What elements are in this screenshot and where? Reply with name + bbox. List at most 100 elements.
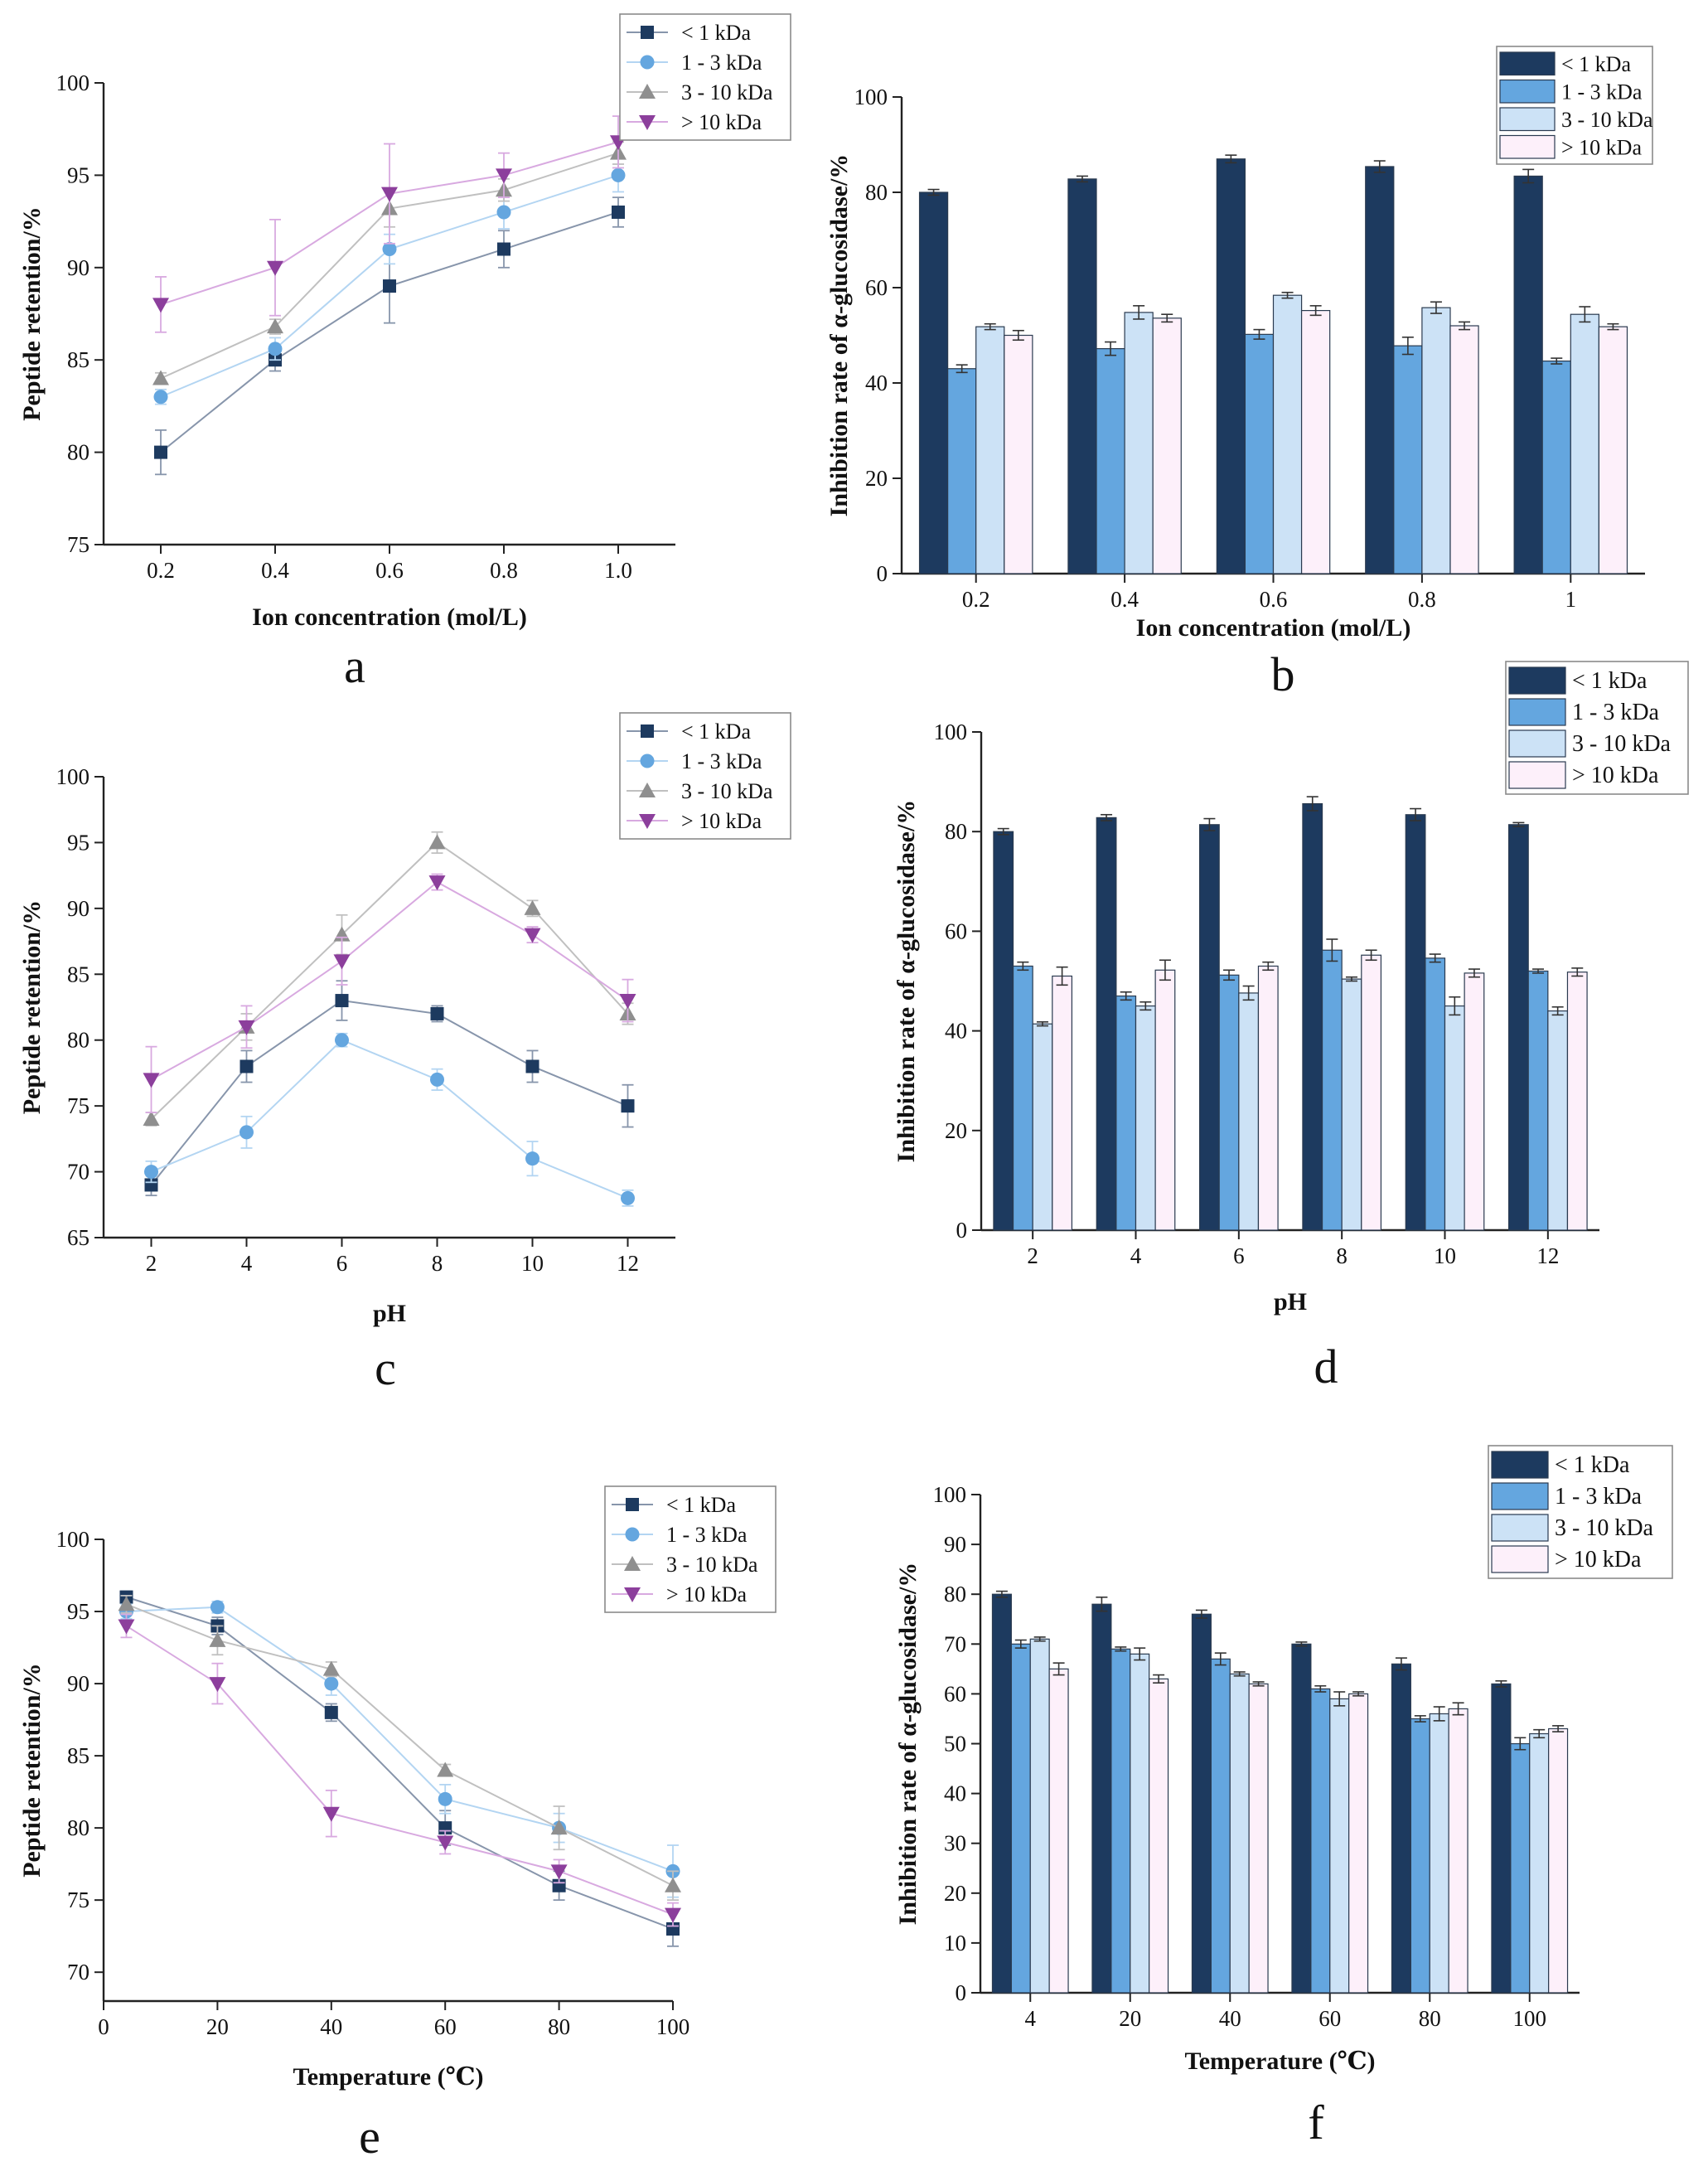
data-point [209, 1677, 226, 1693]
data-point [621, 1190, 635, 1205]
x-tick-label: 12 [1536, 1243, 1559, 1268]
y-tick-label: 20 [865, 466, 888, 491]
y-tick-label: 80 [944, 1582, 966, 1606]
panel-letter-b: b [1271, 647, 1295, 701]
legend-label: > 10 kDa [1561, 135, 1642, 159]
bar [1091, 1603, 1112, 1994]
series-line [151, 880, 629, 1081]
x-axis-label: Temperature (℃) [293, 2063, 483, 2091]
bar [1547, 1010, 1569, 1231]
bar [1067, 178, 1097, 574]
bar [1238, 992, 1260, 1231]
data-point [152, 370, 169, 385]
legend: < 1 kDa 1 - 3 kDa 3 - 10 kDa > 10 kDa [604, 1485, 777, 1613]
y-tick-label: 40 [865, 371, 888, 395]
data-point [382, 242, 397, 257]
y-tick-label: 60 [944, 1681, 966, 1706]
legend-marker [640, 754, 655, 768]
series-line [150, 1000, 628, 1186]
x-tick-label: 40 [320, 2014, 342, 2039]
data-point [550, 1820, 568, 1835]
chart-d: 0 20 40 60 80 100 pH Inhibition rate of α-gluco… [893, 661, 1689, 1316]
y-tick-label: 95 [67, 1599, 90, 1624]
data-point [240, 1125, 254, 1140]
data-point [428, 834, 446, 850]
bar [1010, 1643, 1031, 1994]
data-point [524, 899, 541, 915]
legend-label: 1 - 3 kDa [681, 749, 762, 773]
data-point [267, 260, 283, 276]
legend-label: 1 - 3 kDa [1555, 1484, 1643, 1510]
bar [1218, 974, 1240, 1231]
bar [1135, 1005, 1156, 1231]
y-tick-label: 100 [854, 85, 888, 109]
y-tick-label: 80 [865, 180, 888, 205]
data-point [496, 205, 511, 220]
bar [1429, 1713, 1449, 1994]
legend-marker [639, 783, 656, 797]
x-tick-label: 80 [548, 2014, 570, 2039]
legend-swatch [1499, 107, 1556, 132]
x-tick-label: 0.4 [1110, 587, 1139, 612]
series-2 [1012, 938, 1549, 1231]
legend-marker [626, 1498, 639, 1511]
legend-label: < 1 kDa [1561, 52, 1631, 76]
bar [1216, 158, 1246, 574]
legend-label: > 10 kDa [666, 1582, 747, 1606]
x-axis-label: Temperature (℃) [1184, 2047, 1375, 2075]
bar [1491, 1683, 1512, 1994]
y-tick-label: 60 [945, 918, 967, 943]
series-line [150, 841, 629, 1120]
y-tick-label: 80 [67, 440, 90, 465]
bar [1302, 802, 1323, 1231]
legend-swatch [1491, 1451, 1549, 1479]
data-point [324, 1705, 338, 1719]
data-point [335, 1033, 349, 1048]
legend: < 1 kDa 1 - 3 kDa 3 - 10 kDa > 10 kDa [619, 13, 791, 141]
legend-label: < 1 kDa [1572, 668, 1648, 694]
y-tick-label: 90 [67, 896, 90, 921]
y-tick-label: 80 [945, 819, 967, 844]
series-2 [1010, 1639, 1531, 1994]
y-tick-label: 40 [944, 1781, 966, 1806]
series-1 [993, 796, 1529, 1231]
bar [1329, 1698, 1350, 1994]
data-point [428, 875, 446, 891]
x-tick-label: 8 [432, 1251, 443, 1276]
bar [1391, 1663, 1411, 1994]
bar [1444, 1005, 1465, 1231]
panel-letter-d: d [1314, 1340, 1338, 1393]
legend-label: 1 - 3 kDa [666, 1523, 748, 1547]
legend-label: < 1 kDa [681, 21, 751, 45]
y-axis-label: Inhibition rate of α-glucosidase/% [894, 1563, 922, 1926]
bar [1529, 1732, 1550, 1994]
data-point [268, 342, 283, 356]
x-tick-label: 60 [1318, 2006, 1341, 2031]
bar [1029, 1638, 1050, 1994]
panel-letter-f: f [1308, 2096, 1324, 2149]
legend-marker [639, 814, 656, 829]
bar [1464, 972, 1485, 1231]
series-1 [144, 980, 635, 1197]
y-tick-label: 90 [67, 255, 90, 280]
legend-marker [639, 84, 656, 99]
series-4 [1052, 949, 1588, 1231]
y-tick-label: 95 [67, 830, 90, 855]
legend-marker [624, 1587, 641, 1602]
bar [1110, 1648, 1131, 1994]
legend-label: > 10 kDa [681, 110, 762, 134]
data-point [437, 1762, 454, 1777]
data-point [497, 242, 510, 256]
bar [1154, 969, 1176, 1231]
bar [1152, 317, 1182, 574]
legend-label: 3 - 10 kDa [1561, 108, 1653, 132]
bar [947, 368, 977, 574]
bar [1272, 294, 1303, 574]
bar [1257, 965, 1279, 1231]
legend-label: 1 - 3 kDa [1572, 700, 1660, 725]
legend-label: 1 - 3 kDa [681, 51, 762, 75]
data-point [550, 1864, 568, 1880]
y-tick-label: 0 [956, 1218, 968, 1243]
legend-label: 3 - 10 kDa [666, 1553, 758, 1577]
